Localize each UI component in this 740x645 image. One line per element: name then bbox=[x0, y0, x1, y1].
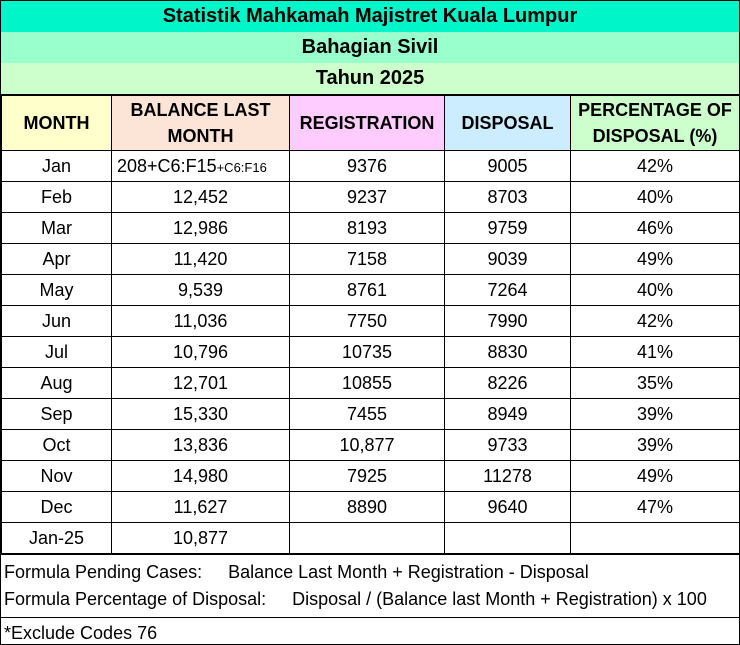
cell-registration[interactable]: 10735 bbox=[289, 336, 445, 368]
cell-month[interactable]: Aug bbox=[1, 367, 112, 399]
cell-month[interactable]: Nov bbox=[1, 460, 112, 492]
cell-disposal[interactable]: 8949 bbox=[444, 398, 571, 430]
table-row: Dec 11,627 8890 9640 47% bbox=[1, 491, 739, 523]
table-row: Mar 12,986 8193 9759 46% bbox=[1, 212, 739, 244]
table-row: Oct 13,836 10,877 9733 39% bbox=[1, 429, 739, 461]
cell-percentage[interactable]: 49% bbox=[570, 460, 739, 492]
cell-balance[interactable]: 11,420 bbox=[111, 243, 290, 275]
cell-registration[interactable]: 9237 bbox=[289, 181, 445, 213]
cell-disposal[interactable]: 9039 bbox=[444, 243, 571, 275]
cell-month[interactable]: Jul bbox=[1, 336, 112, 368]
cell-percentage[interactable]: 40% bbox=[570, 274, 739, 306]
cell-registration[interactable]: 7925 bbox=[289, 460, 445, 492]
table-row: May 9,539 8761 7264 40% bbox=[1, 274, 739, 306]
cell-month[interactable]: Dec bbox=[1, 491, 112, 523]
table-row: Aug 12,701 10855 8226 35% bbox=[1, 367, 739, 399]
header-disposal: DISPOSAL bbox=[444, 94, 571, 151]
cell-percentage[interactable]: 41% bbox=[570, 336, 739, 368]
formula-label: Formula Percentage of Disposal: bbox=[4, 589, 267, 609]
table-row: Jul 10,796 10735 8830 41% bbox=[1, 336, 739, 368]
exclude-note: *Exclude Codes 76 bbox=[1, 617, 739, 644]
cell-month[interactable]: Oct bbox=[1, 429, 112, 461]
cell-percentage[interactable]: 49% bbox=[570, 243, 739, 275]
cell-registration[interactable]: 7455 bbox=[289, 398, 445, 430]
cell-balance[interactable]: 10,877 bbox=[111, 522, 290, 554]
cell-disposal[interactable]: 7264 bbox=[444, 274, 571, 306]
cell-balance[interactable]: 13,836 bbox=[111, 429, 290, 461]
cell-registration[interactable]: 8890 bbox=[289, 491, 445, 523]
cell-balance[interactable]: 12,701 bbox=[111, 367, 290, 399]
cell-percentage[interactable]: 39% bbox=[570, 429, 739, 461]
jan-balance-main: 208+C6:F15 bbox=[117, 155, 217, 176]
cell-percentage[interactable] bbox=[570, 522, 739, 554]
cell-registration[interactable]: 7750 bbox=[289, 305, 445, 337]
cell-percentage[interactable]: 42% bbox=[570, 150, 739, 182]
formula-value: Disposal / (Balance last Month + Registr… bbox=[292, 589, 707, 609]
table-row: Apr 11,420 7158 9039 49% bbox=[1, 243, 739, 275]
cell-disposal[interactable]: 7990 bbox=[444, 305, 571, 337]
table-row: Sep 15,330 7455 8949 39% bbox=[1, 398, 739, 430]
cell-registration[interactable]: 8193 bbox=[289, 212, 445, 244]
cell-registration[interactable]: 10,877 bbox=[289, 429, 445, 461]
cell-disposal[interactable]: 9005 bbox=[444, 150, 571, 182]
cell-balance[interactable]: 11,627 bbox=[111, 491, 290, 523]
cell-disposal[interactable]: 8226 bbox=[444, 367, 571, 399]
table-row: Jun 11,036 7750 7990 42% bbox=[1, 305, 739, 337]
cell-disposal[interactable]: 9733 bbox=[444, 429, 571, 461]
header-balance: BALANCE LAST MONTH bbox=[111, 94, 290, 151]
table-row: Jan-25 10,877 bbox=[1, 522, 739, 554]
cell-percentage[interactable]: 39% bbox=[570, 398, 739, 430]
cell-registration[interactable]: 7158 bbox=[289, 243, 445, 275]
cell-balance[interactable]: 15,330 bbox=[111, 398, 290, 430]
cell-percentage[interactable]: 42% bbox=[570, 305, 739, 337]
cell-balance[interactable]: 11,036 bbox=[111, 305, 290, 337]
table-row: Feb 12,452 9237 8703 40% bbox=[1, 181, 739, 213]
table-row: Jan 208+C6:F15+C6:F16 9376 9005 42% bbox=[1, 150, 739, 182]
cell-balance[interactable]: 12,452 bbox=[111, 181, 290, 213]
cell-month[interactable]: Apr bbox=[1, 243, 112, 275]
cell-month[interactable]: May bbox=[1, 274, 112, 306]
cell-disposal[interactable]: 9640 bbox=[444, 491, 571, 523]
cell-registration[interactable]: 9376 bbox=[289, 150, 445, 182]
jan-balance-small: +C6:F16 bbox=[216, 159, 267, 175]
cell-balance[interactable]: 12,986 bbox=[111, 212, 290, 244]
cell-balance[interactable]: 10,796 bbox=[111, 336, 290, 368]
cell-month[interactable]: Jan-25 bbox=[1, 522, 112, 554]
cell-balance[interactable]: 14,980 bbox=[111, 460, 290, 492]
header-registration: REGISTRATION bbox=[289, 94, 445, 151]
subtitle: Bahagian Sivil bbox=[1, 32, 739, 63]
cell-disposal[interactable] bbox=[444, 522, 571, 554]
header-month: MONTH bbox=[1, 94, 112, 151]
formula-value: Balance Last Month + Registration - Disp… bbox=[228, 562, 589, 582]
cell-registration[interactable] bbox=[289, 522, 445, 554]
cell-month[interactable]: Feb bbox=[1, 181, 112, 213]
cell-percentage[interactable]: 47% bbox=[570, 491, 739, 523]
formula-percentage: Formula Percentage of Disposal: Disposal … bbox=[4, 586, 736, 613]
cell-disposal[interactable]: 8830 bbox=[444, 336, 571, 368]
cell-month[interactable]: Sep bbox=[1, 398, 112, 430]
cell-month[interactable]: Jun bbox=[1, 305, 112, 337]
cell-percentage[interactable]: 46% bbox=[570, 212, 739, 244]
cell-disposal[interactable]: 8703 bbox=[444, 181, 571, 213]
cell-percentage[interactable]: 40% bbox=[570, 181, 739, 213]
cell-registration[interactable]: 10855 bbox=[289, 367, 445, 399]
cell-balance[interactable]: 9,539 bbox=[111, 274, 290, 306]
cell-disposal[interactable]: 11278 bbox=[444, 460, 571, 492]
cell-month[interactable]: Mar bbox=[1, 212, 112, 244]
statistics-table: MONTH BALANCE LAST MONTH REGISTRATION DI… bbox=[1, 94, 739, 554]
year: Tahun 2025 bbox=[1, 63, 739, 94]
cell-registration[interactable]: 8761 bbox=[289, 274, 445, 306]
cell-disposal[interactable]: 9759 bbox=[444, 212, 571, 244]
cell-percentage[interactable]: 35% bbox=[570, 367, 739, 399]
table-row: Nov 14,980 7925 11278 49% bbox=[1, 460, 739, 492]
header-percentage: PERCENTAGE OF DISPOSAL (%) bbox=[570, 94, 739, 151]
cell-month[interactable]: Jan bbox=[1, 150, 112, 182]
cell-balance[interactable]: 208+C6:F15+C6:F16 bbox=[111, 150, 290, 182]
formula-notes: Formula Pending Cases: Balance Last Month… bbox=[1, 554, 739, 617]
title: Statistik Mahkamah Majistret Kuala Lumpu… bbox=[1, 1, 739, 32]
formula-label: Formula Pending Cases: bbox=[4, 562, 203, 582]
formula-pending: Formula Pending Cases: Balance Last Month… bbox=[4, 559, 736, 586]
